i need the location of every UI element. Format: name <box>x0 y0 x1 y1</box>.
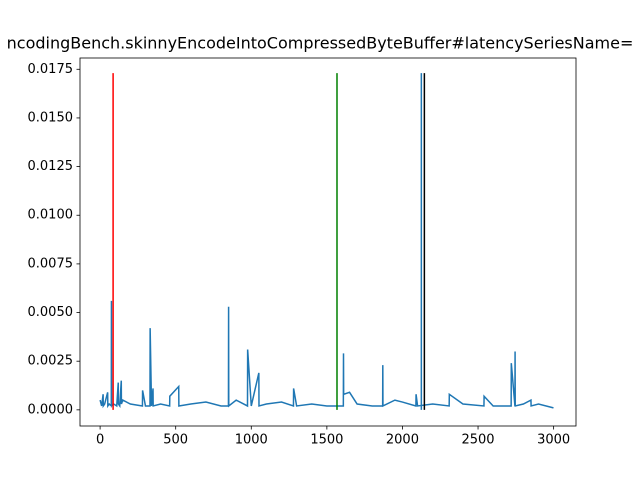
x-tick-label: 3000 <box>537 433 570 448</box>
y-tick-label: 0.0075 <box>28 256 74 271</box>
y-tick-label: 0.0125 <box>28 159 74 174</box>
x-tick-label: 2500 <box>461 433 494 448</box>
x-tick-label: 0 <box>96 433 104 448</box>
x-tick-label: 2000 <box>386 433 419 448</box>
chart-title: ncodingBench.skinnyEncodeIntoCompressedB… <box>7 34 634 53</box>
y-tick-label: 0.0025 <box>28 354 74 369</box>
y-tick-label: 0.0050 <box>28 305 74 320</box>
x-tick-label: 1500 <box>310 433 343 448</box>
data-line <box>99 300 554 409</box>
y-tick-label: 0.0150 <box>28 110 74 125</box>
y-tick-label: 0.0175 <box>28 62 74 77</box>
x-tick-label: 1000 <box>235 433 268 448</box>
y-tick-label: 0.0000 <box>28 402 74 417</box>
x-tick-label: 500 <box>163 433 188 448</box>
y-tick-label: 0.0100 <box>28 208 74 223</box>
plot-frame <box>79 57 577 427</box>
